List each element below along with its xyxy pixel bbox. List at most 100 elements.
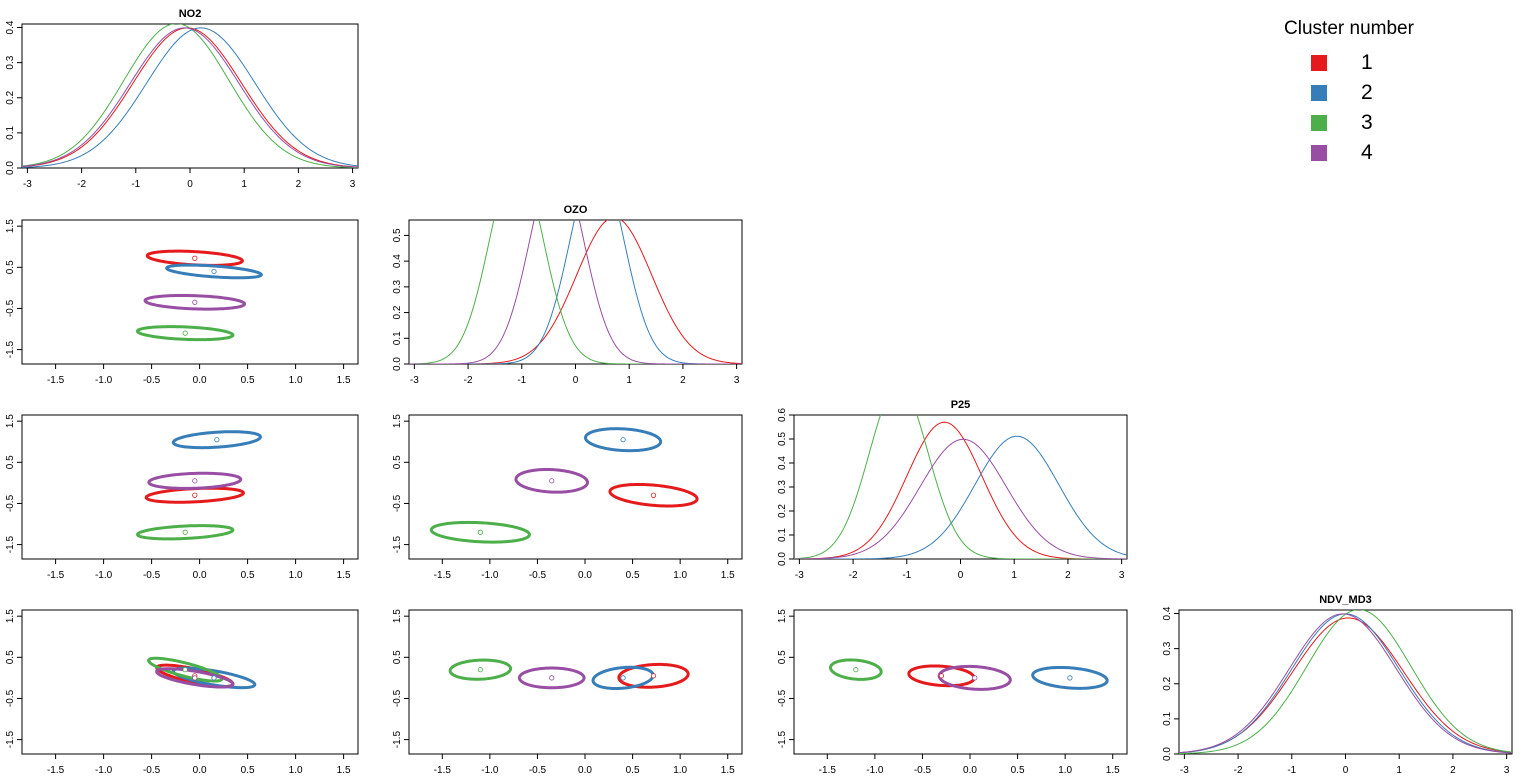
scatter-no2-vs-ozo-x-tick-label-1: -1.0 (95, 375, 113, 386)
scatter-no2-vs-p25-y-axis: -1.5 -0.5 0.5 1.5 (5, 414, 22, 553)
density-ndv-md3-x-tick-label-3: 0 (1343, 765, 1349, 776)
density-no2-plot-area (22, 24, 358, 168)
density-ndv-md3-plot-area (1179, 610, 1512, 754)
scatter-no2-vs-ndv-md3-y-tick-label-1: -0.5 (5, 689, 16, 707)
density-p25-curve-cluster-4 (794, 438, 1127, 559)
scatter-ozo-vs-p25-x-tick-label-2: -0.5 (529, 570, 547, 581)
scatter-no2-vs-ndv-md3-x-tick-label-1: -1.0 (95, 765, 113, 776)
density-no2-curve-cluster-1 (22, 27, 358, 168)
scatter-ozo-vs-ndv-md3-y-tick-label-0: -1.5 (392, 731, 403, 749)
scatter-p25-vs-ndv-md3-x-tick-label-0: -1.5 (819, 765, 837, 776)
legend-item-4: 4 (1264, 138, 1434, 168)
scatter-no2-vs-ndv-md3-x-tick-label-4: 0.5 (241, 765, 255, 776)
scatter-p25-vs-ndv-md3-ellipse-cluster-3 (829, 658, 883, 681)
scatter-p25-vs-ndv-md3-y-tick-label-3: 1.5 (777, 609, 788, 623)
scatter-ozo-vs-ndv-md3-panel: -1.5 -1.0 -0.5 0.0 0.5 1.0 1.5 -1.5 -0.5 0.5 1.5 (392, 609, 743, 776)
density-ndv-md3-x-tick-label-2: -1 (1287, 765, 1296, 776)
scatter-no2-vs-ozo-plot-area (135, 249, 263, 342)
density-p25-x-tick-label-4: 1 (1011, 570, 1017, 581)
scatter-no2-vs-ozo-x-axis: -1.5 -1.0 -0.5 0.0 0.5 1.0 1.5 (47, 364, 351, 386)
scatter-ozo-vs-p25-plot-area (429, 427, 699, 544)
density-no2-x-tick-label-6: 3 (350, 179, 356, 190)
density-ndv-md3-x-tick-label-5: 2 (1450, 765, 1456, 776)
density-p25-y-tick-label-1: 0.1 (777, 528, 788, 542)
density-ndv-md3-x-tick-label-6: 3 (1504, 765, 1510, 776)
scatter-no2-vs-ozo-ellipse-cluster-3 (135, 325, 235, 342)
scatter-no2-vs-ozo-center-cluster-4 (192, 299, 198, 305)
scatter-no2-vs-p25-x-tick-label-5: 1.0 (289, 570, 303, 581)
scatter-ozo-vs-ndv-md3-y-axis: -1.5 -0.5 0.5 1.5 (392, 609, 409, 748)
scatter-no2-vs-p25-x-tick-label-4: 0.5 (241, 570, 255, 581)
scatter-no2-vs-ndv-md3-x-tick-label-2: -0.5 (143, 765, 161, 776)
density-ozo-x-tick-label-2: -1 (517, 375, 526, 386)
density-ozo-panel: -3 -2 -1 0 1 2 3 0.0 0.1 0.2 0.3 0.4 0.5 OZO (392, 204, 743, 386)
scatter-p25-vs-ndv-md3-y-tick-label-2: 0.5 (777, 650, 788, 664)
density-p25-curve-cluster-2 (794, 435, 1127, 559)
scatter-ozo-vs-p25-x-tick-label-0: -1.5 (434, 570, 452, 581)
density-ndv-md3-curve-cluster-1 (1179, 617, 1512, 754)
legend-swatch-2 (1311, 85, 1327, 101)
scatter-ozo-vs-p25-y-tick-label-2: 0.5 (392, 455, 403, 469)
density-ozo-curve-cluster-3 (409, 220, 742, 364)
density-ndv-md3-frame (1178, 609, 1513, 755)
density-no2-y-axis: 0.0 0.1 0.2 0.3 0.4 (5, 20, 22, 175)
scatter-no2-vs-ozo-x-tick-label-6: 1.5 (337, 375, 351, 386)
scatter-no2-vs-p25-panel: -1.5 -1.0 -0.5 0.0 0.5 1.0 1.5 -1.5 -0.5 0.5 1.5 (5, 414, 359, 581)
density-p25-y-tick-label-6: 0.6 (777, 408, 788, 422)
scatter-ozo-vs-p25-center-cluster-3 (477, 529, 483, 535)
density-ozo-x-tick-label-4: 1 (626, 375, 632, 386)
scatter-ozo-vs-p25-ellipse-cluster-3 (429, 520, 531, 544)
density-no2-curve-cluster-3 (22, 24, 358, 168)
legend-label-3: 3 (1361, 111, 1373, 134)
density-ozo-y-tick-label-5: 0.5 (392, 228, 403, 242)
density-ozo-curve-cluster-4 (409, 220, 742, 364)
density-p25-y-tick-label-3: 0.3 (777, 480, 788, 494)
density-p25-x-tick-label-0: -3 (795, 570, 804, 581)
scatter-no2-vs-ozo-center-cluster-2 (211, 268, 217, 275)
density-no2-x-tick-label-1: -2 (77, 179, 86, 190)
scatter-no2-vs-p25-center-cluster-2 (214, 437, 220, 443)
scatter-ozo-vs-p25-center-cluster-4 (549, 478, 555, 484)
density-no2-y-tick-label-0: 0.0 (5, 161, 16, 175)
scatter-ozo-vs-ndv-md3-center-cluster-4 (549, 675, 555, 681)
scatter-no2-vs-ozo-center-cluster-1 (192, 255, 198, 261)
legend-swatch-1 (1311, 55, 1327, 71)
scatter-ozo-vs-p25-frame (408, 414, 743, 560)
scatter-ozo-vs-p25-y-axis: -1.5 -0.5 0.5 1.5 (392, 414, 409, 553)
scatter-ozo-vs-ndv-md3-x-tick-label-0: -1.5 (434, 765, 452, 776)
density-p25-x-axis: -3 -2 -1 0 1 2 3 (795, 559, 1125, 581)
scatter-p25-vs-ndv-md3-center-cluster-1 (938, 673, 945, 679)
legend-label-4: 4 (1361, 141, 1373, 164)
scatter-no2-vs-ndv-md3-y-tick-label-3: 1.5 (5, 609, 16, 623)
scatter-no2-vs-ndv-md3-panel: -1.5 -1.0 -0.5 0.0 0.5 1.0 1.5 -1.5 -0.5 0.5 1.5 (5, 609, 359, 776)
density-ozo-x-tick-label-1: -2 (464, 375, 473, 386)
scatter-no2-vs-ozo-ellipse-cluster-2 (165, 263, 263, 280)
density-p25-y-tick-label-0: 0.0 (777, 552, 788, 566)
scatter-no2-vs-ndv-md3-y-axis: -1.5 -0.5 0.5 1.5 (5, 609, 22, 748)
scatter-p25-vs-ndv-md3-center-cluster-3 (853, 667, 859, 673)
density-p25-plot-area (794, 415, 1127, 559)
scatter-ozo-vs-p25-y-tick-label-1: -0.5 (392, 494, 403, 512)
legend: Cluster number 1 2 3 4 (1264, 18, 1434, 168)
density-ozo-x-axis: -3 -2 -1 0 1 2 3 (410, 364, 740, 386)
density-ozo-plot-area (409, 220, 742, 364)
density-p25-x-tick-label-5: 2 (1065, 570, 1071, 581)
scatter-no2-vs-p25-center-cluster-1 (192, 492, 198, 498)
scatter-p25-vs-ndv-md3-x-tick-label-1: -1.0 (866, 765, 884, 776)
scatter-no2-vs-ndv-md3-x-tick-label-6: 1.5 (337, 765, 351, 776)
scatter-no2-vs-ndv-md3-center-cluster-2 (211, 675, 217, 681)
scatter-ozo-vs-ndv-md3-plot-area (448, 658, 690, 691)
density-ozo-title: OZO (564, 204, 588, 216)
density-ndv-md3-y-tick-label-4: 0.4 (1162, 606, 1173, 620)
scatter-ozo-vs-p25-x-tick-label-3: 0.0 (578, 570, 592, 581)
scatter-ozo-vs-ndv-md3-x-tick-label-5: 1.0 (673, 765, 687, 776)
scatter-p25-vs-ndv-md3-y-axis: -1.5 -0.5 0.5 1.5 (777, 609, 794, 748)
scatter-no2-vs-p25-ellipse-cluster-4 (147, 471, 243, 490)
density-ozo-curve-cluster-1 (409, 220, 742, 364)
scatter-no2-vs-ozo-x-tick-label-4: 0.5 (241, 375, 255, 386)
scatter-no2-vs-ozo-y-tick-label-3: 1.5 (5, 219, 16, 233)
scatter-ozo-vs-p25-y-tick-label-0: -1.5 (392, 536, 403, 554)
scatter-no2-vs-ozo-x-tick-label-3: 0.0 (193, 375, 207, 386)
density-ndv-md3-x-tick-label-0: -3 (1180, 765, 1189, 776)
scatter-no2-vs-p25-x-tick-label-0: -1.5 (47, 570, 65, 581)
